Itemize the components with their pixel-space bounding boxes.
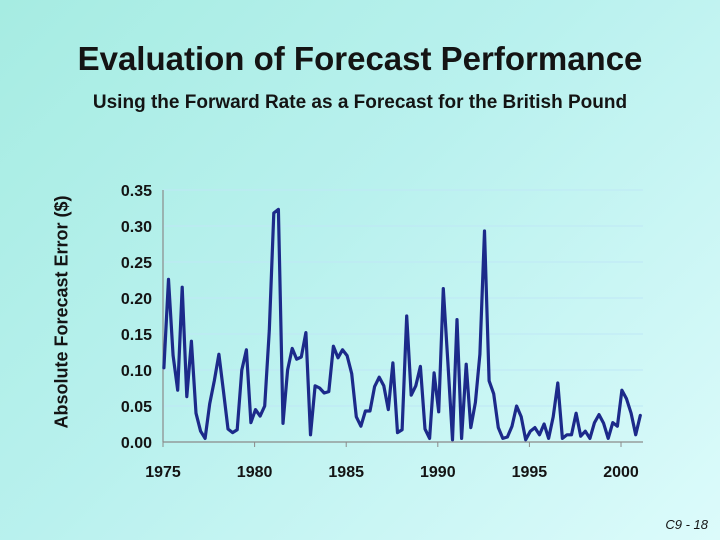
y-tick-label: 0.00 [121, 435, 152, 452]
y-tick-label: 0.30 [121, 219, 152, 236]
tick-layer: 0.00 0.05 0.10 0.15 0.20 0.25 0.30 0.35 1975 1980… [121, 183, 639, 481]
x-tick-label: 2000 [603, 464, 639, 481]
y-tick-label: 0.20 [121, 291, 152, 308]
x-tick-label: 1975 [145, 464, 181, 481]
slide-subtitle: Using the Forward Rate as a Forecast for… [92, 92, 628, 113]
slide-number: C9 - 18 [665, 517, 708, 532]
x-tick-label: 1980 [237, 464, 273, 481]
slide-title: Evaluation of Forecast Performance [77, 40, 643, 77]
x-tick-label: 1995 [512, 464, 548, 481]
series-line [162, 207, 642, 442]
y-tick-label: 0.05 [121, 399, 152, 416]
x-tick-label: 1985 [328, 464, 364, 481]
y-tick-label: 0.35 [121, 183, 152, 200]
y-tick-label: 0.15 [121, 327, 152, 344]
y-tick-label: 0.25 [121, 255, 152, 272]
series-layer [162, 207, 642, 442]
y-tick-label: 0.10 [121, 363, 152, 380]
axis-layer [162, 190, 643, 447]
x-tick-label: 1990 [420, 464, 456, 481]
